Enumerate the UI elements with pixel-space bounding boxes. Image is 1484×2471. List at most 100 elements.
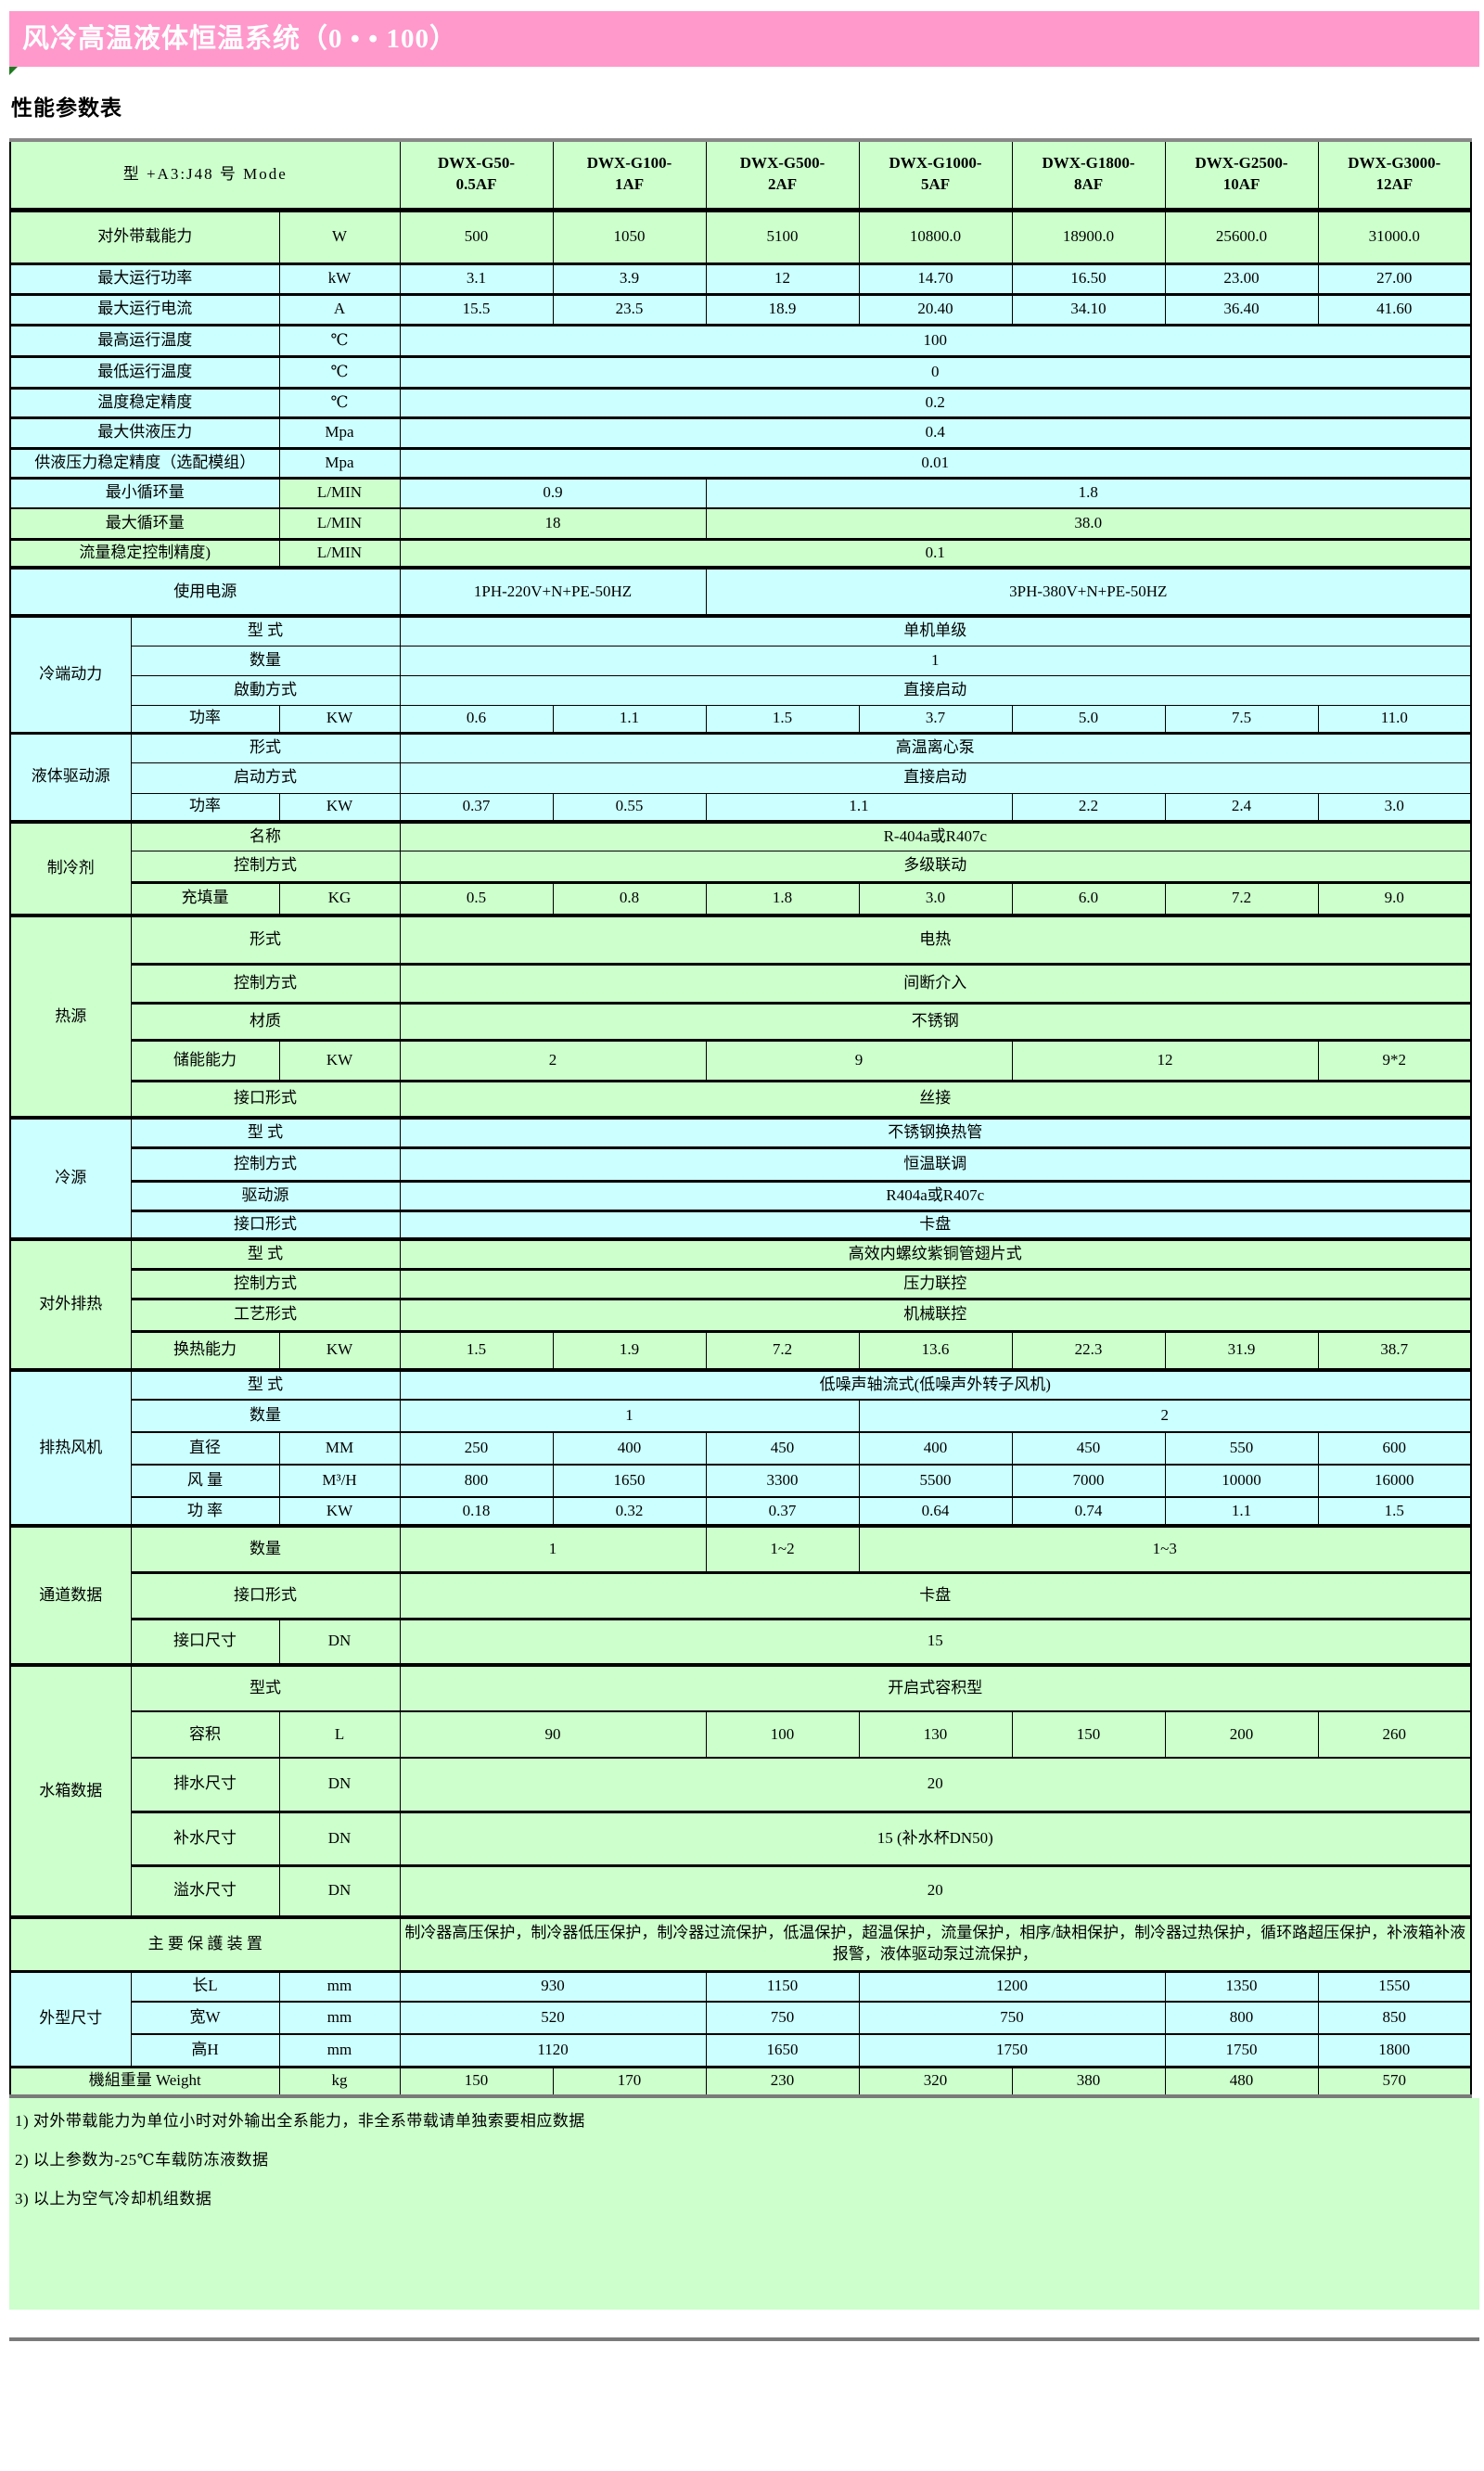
value: 400 (858, 1431, 1013, 1466)
value: 5500 (858, 1464, 1013, 1498)
value: 750 (705, 2001, 860, 2035)
row-label: 功率 (130, 704, 280, 734)
value: 0.37 (399, 792, 554, 823)
value: 1.5 (1317, 1496, 1472, 1527)
row-label: 接口形式 (130, 1209, 401, 1240)
value: 0.55 (552, 792, 707, 823)
value: 7.2 (1164, 880, 1319, 916)
row-label: 接口形式 (130, 1570, 401, 1620)
value: 15 (补水杯DN50) (399, 1810, 1472, 1866)
unit: A (278, 292, 401, 326)
value: 10800.0 (858, 207, 1013, 264)
row-label: 接口尺寸 (130, 1617, 280, 1666)
value: 1.1 (552, 704, 707, 734)
value: 直接启动 (399, 762, 1472, 794)
value: 恒温联调 (399, 1146, 1472, 1182)
value: 18900.0 (1011, 207, 1166, 264)
value: 14.70 (858, 262, 1013, 295)
row-label: 最小循环量 (9, 476, 280, 509)
value: 2 (858, 1399, 1472, 1433)
value: 5100 (705, 207, 860, 264)
value: 41.60 (1317, 292, 1472, 326)
value: 1 (399, 1524, 707, 1573)
row-label: 供液压力稳定精度（选配模组） (9, 446, 280, 479)
value: 0.8 (552, 880, 707, 916)
value: 150 (399, 2065, 554, 2098)
note-line: 3) 以上为空气冷却机组数据 (15, 2190, 212, 2208)
value: 0.6 (399, 704, 554, 734)
value: 0.1 (399, 537, 1472, 569)
row-label: 使用电源 (9, 566, 401, 617)
value: 0.32 (552, 1496, 707, 1527)
group-label: 水箱数据 (9, 1663, 132, 1918)
row-label: 功率 (130, 792, 280, 823)
note-line: 2) 以上参数为-25℃车载防冻液数据 (15, 2151, 269, 2169)
unit: M³/H (278, 1464, 401, 1498)
row-label: 充填量 (130, 880, 280, 916)
value: 23.5 (552, 292, 707, 326)
value: 600 (1317, 1431, 1472, 1466)
value: 6.0 (1011, 880, 1166, 916)
value: 1PH-220V+N+PE-50HZ (399, 566, 707, 617)
row-label: 启动方式 (130, 762, 401, 794)
value: 2.4 (1164, 792, 1319, 823)
unit: kg (278, 2065, 401, 2098)
value: 0 (399, 354, 1472, 389)
unit: KW (278, 1496, 401, 1527)
value: 高效内螺纹紫铜管翅片式 (399, 1237, 1472, 1270)
value: 9 (705, 1038, 1013, 1082)
value: 200 (1164, 1710, 1319, 1759)
value: 38.7 (1317, 1329, 1472, 1371)
value: 480 (1164, 2065, 1319, 2098)
row-label: 数量 (130, 1524, 401, 1573)
value: 3300 (705, 1464, 860, 1498)
value: 380 (1011, 2065, 1166, 2098)
row-label: 风 量 (130, 1464, 280, 1498)
value: 9.0 (1317, 880, 1472, 916)
unit: mm (278, 1969, 401, 2003)
value: 直接启动 (399, 674, 1472, 706)
value: 800 (1164, 2001, 1319, 2035)
value: 不锈钢换热管 (399, 1116, 1472, 1148)
unit: KW (278, 704, 401, 734)
value: 0.18 (399, 1496, 554, 1527)
row-label: 温度稳定精度 (9, 386, 280, 418)
row-label: 容积 (130, 1710, 280, 1759)
value: 7000 (1011, 1464, 1166, 1498)
value: 1050 (552, 207, 707, 264)
value: 15.5 (399, 292, 554, 326)
value: 550 (1164, 1431, 1319, 1466)
group-label: 液体驱动源 (9, 731, 132, 823)
value: 500 (399, 207, 554, 264)
row-label: 换热能力 (130, 1329, 280, 1371)
value: 400 (552, 1431, 707, 1466)
row-label: 宽W (130, 2001, 280, 2035)
model-header-label: 型 +A3:J48 号 Mode (9, 138, 401, 211)
value: 18 (399, 507, 707, 540)
row-label: 最大循环量 (9, 507, 280, 540)
value: 开启式容积型 (399, 1663, 1472, 1712)
value: 15 (399, 1617, 1472, 1666)
value: 0.4 (399, 416, 1472, 449)
value: 150 (1011, 1710, 1166, 1759)
unit: ℃ (278, 386, 401, 418)
value: 间断介入 (399, 962, 1472, 1004)
value: 25600.0 (1164, 207, 1319, 264)
value: 31000.0 (1317, 207, 1472, 264)
row-label: 形式 (130, 914, 401, 965)
value: 1.1 (705, 792, 1013, 823)
comment-flag-icon (9, 67, 18, 75)
unit: DN (278, 1617, 401, 1666)
group-label: 对外排热 (9, 1237, 132, 1371)
unit: DN (278, 1863, 401, 1918)
value: 多级联动 (399, 850, 1472, 883)
value: 90 (399, 1710, 707, 1759)
model-header: DWX-G3000- 12AF (1317, 138, 1472, 211)
page-title: 性能参数表 (11, 96, 122, 120)
value: 260 (1317, 1710, 1472, 1759)
value: 低噪声轴流式(低噪声外转子风机) (399, 1368, 1472, 1401)
value: 930 (399, 1969, 707, 2003)
value: 3.9 (552, 262, 707, 295)
value: 31.9 (1164, 1329, 1319, 1371)
value: R-404a或R407c (399, 820, 1472, 851)
